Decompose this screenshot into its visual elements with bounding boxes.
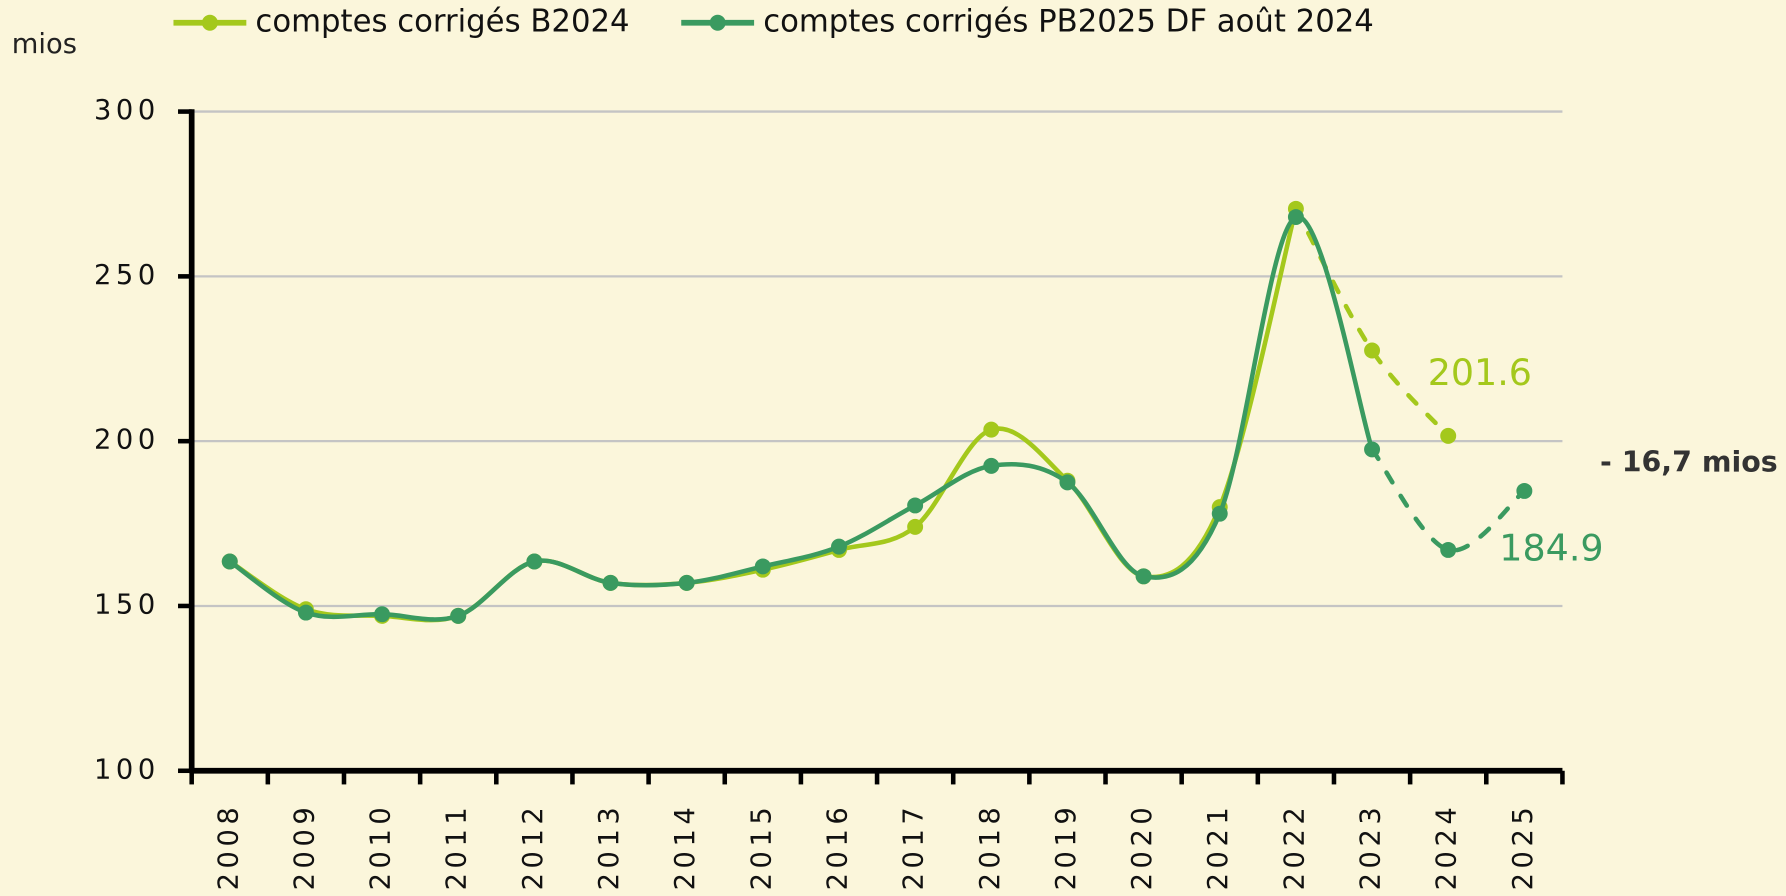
y-tick-label: 100 xyxy=(94,754,160,785)
x-tick-label: 2016 xyxy=(822,803,853,891)
point xyxy=(1059,474,1076,491)
point xyxy=(526,553,543,570)
point xyxy=(831,538,847,555)
y-axis-label: mios xyxy=(12,29,77,60)
line-projection xyxy=(1293,206,1451,439)
point xyxy=(297,604,314,621)
point xyxy=(1364,342,1381,359)
point xyxy=(1364,441,1381,458)
x-tick-label: 2018 xyxy=(975,803,1006,891)
point xyxy=(754,558,771,575)
line-projection xyxy=(1369,447,1527,553)
y-tick-label: 250 xyxy=(94,260,160,291)
x-tick-label: 2014 xyxy=(670,803,701,891)
value-label: 184.9 xyxy=(1499,527,1603,570)
point xyxy=(374,606,391,623)
point xyxy=(907,518,924,535)
x-tick-label: 2024 xyxy=(1432,803,1463,891)
y-tick-label: 300 xyxy=(94,95,160,126)
point xyxy=(983,457,1000,474)
legend-marker xyxy=(201,14,218,31)
point xyxy=(221,553,238,570)
point xyxy=(678,574,695,591)
point xyxy=(1135,568,1152,585)
point xyxy=(1440,427,1457,444)
point xyxy=(602,574,619,591)
x-tick-label: 2019 xyxy=(1051,803,1082,891)
point xyxy=(1440,541,1457,558)
y-tick-label: 150 xyxy=(94,589,160,620)
x-tick-label: 2017 xyxy=(899,803,930,891)
x-tick-label: 2011 xyxy=(442,803,473,891)
point xyxy=(1516,482,1533,499)
x-tick-label: 2023 xyxy=(1356,803,1387,891)
point xyxy=(907,497,924,514)
x-tick-label: 2025 xyxy=(1508,803,1539,891)
x-tick-label: 2020 xyxy=(1127,803,1158,891)
legend-marker xyxy=(709,14,726,31)
annotation: - 16,7 mios xyxy=(1600,445,1778,478)
point xyxy=(1287,209,1304,226)
x-tick-label: 2015 xyxy=(746,803,777,891)
x-tick-label: 2008 xyxy=(213,803,244,891)
point xyxy=(983,421,1000,438)
x-tick-label: 2009 xyxy=(289,803,320,891)
legend-label: comptes corrigés PB2025 DF août 2024 xyxy=(763,3,1374,39)
point xyxy=(450,607,467,624)
x-tick-label: 2012 xyxy=(518,803,549,891)
x-tick-label: 2010 xyxy=(366,803,397,891)
x-tick-label: 2021 xyxy=(1203,803,1234,891)
x-tick-label: 2022 xyxy=(1279,803,1310,891)
y-tick-label: 200 xyxy=(94,425,160,456)
legend-label: comptes corrigés B2024 xyxy=(255,3,629,39)
value-label: 201.6 xyxy=(1428,351,1532,394)
x-tick-label: 2013 xyxy=(594,803,625,891)
point xyxy=(1211,505,1228,522)
